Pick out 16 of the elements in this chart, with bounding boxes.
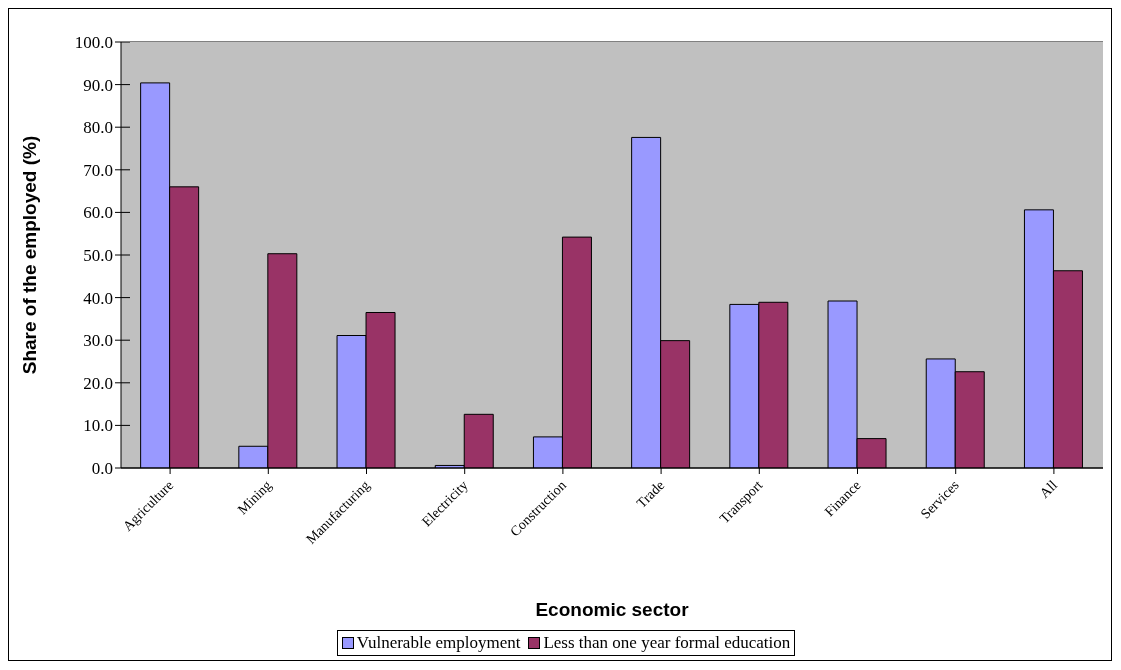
- y-tick-label: 80.0: [83, 118, 113, 138]
- y-axis-title: Share of the employed (%): [18, 135, 40, 375]
- y-tick-label: 20.0: [83, 373, 113, 393]
- legend-label: Vulnerable employment: [356, 633, 521, 653]
- y-tick-label: 50.0: [83, 246, 113, 266]
- x-tick-label: All: [1036, 477, 1061, 501]
- y-tick-label: 0.0: [91, 459, 113, 479]
- x-axis-title: Economic sector: [535, 599, 690, 620]
- legend-label: Less than one year formal education: [543, 633, 791, 653]
- y-tick-label: 70.0: [83, 160, 113, 180]
- y-tick-label: 10.0: [83, 416, 113, 436]
- y-tick-label: 60.0: [83, 203, 113, 223]
- y-tick-label: 100.0: [74, 33, 113, 53]
- y-tick-label: 40.0: [83, 288, 113, 308]
- y-tick-label: 30.0: [83, 331, 113, 351]
- y-tick-label: 90.0: [83, 75, 113, 95]
